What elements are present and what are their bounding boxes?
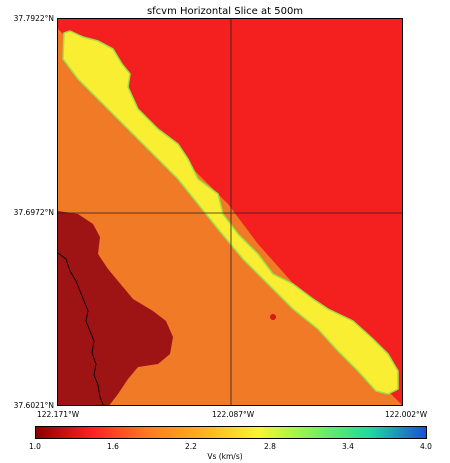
lon-label-center: 122.087°W <box>212 410 255 419</box>
small-anomaly <box>270 314 276 320</box>
colorbar <box>35 426 427 439</box>
colorbar-tick: 1.6 <box>107 442 119 451</box>
map-panel <box>57 18 403 406</box>
lon-label-right: 122.002°W <box>385 410 428 419</box>
lon-label-left: 122.171°W <box>37 410 80 419</box>
lat-label-middle: 37.6972°N <box>13 208 54 217</box>
colorbar-tick: 1.0 <box>29 442 41 451</box>
colorbar-tick: 4.0 <box>420 442 432 451</box>
colorbar-tick: 2.8 <box>264 442 276 451</box>
coastline <box>58 252 104 405</box>
velocity-map <box>58 19 402 405</box>
fault-strip <box>62 30 399 395</box>
colorbar-tick: 3.4 <box>342 442 354 451</box>
low-velocity-block <box>58 211 173 405</box>
colorbar-label: Vs (km/s) <box>207 452 243 461</box>
high-velocity-block <box>58 19 402 405</box>
colorbar-tick: 2.2 <box>185 442 197 451</box>
lat-label-bottom: 37.6021°N <box>13 401 54 410</box>
map-title: sfcvm Horizontal Slice at 500m <box>146 6 304 17</box>
lat-label-top: 37.7922°N <box>13 14 54 23</box>
